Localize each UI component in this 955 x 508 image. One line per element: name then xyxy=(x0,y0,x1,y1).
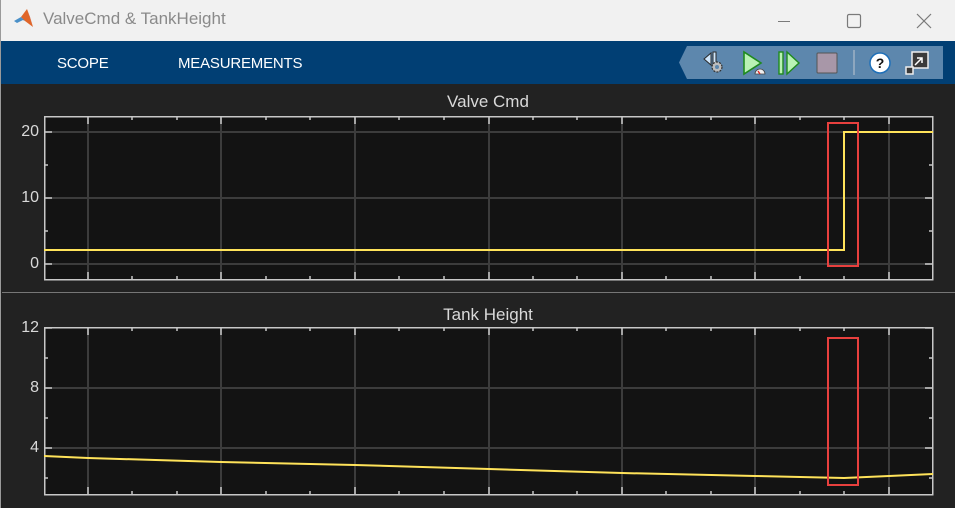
ytick-label: 20 xyxy=(21,123,39,140)
quick-access-toolbar: ? xyxy=(679,46,943,79)
toolbar-separator xyxy=(853,50,855,75)
ytick-label: 0 xyxy=(30,255,39,272)
step-back-button[interactable] xyxy=(697,46,731,79)
maximize-button[interactable] xyxy=(831,0,877,41)
run-button[interactable] xyxy=(736,46,770,79)
stop-button[interactable] xyxy=(810,46,844,79)
undock-icon xyxy=(905,50,929,75)
highlight-box xyxy=(827,122,859,267)
run-with-pacing-icon xyxy=(743,50,766,75)
matlab-logo-icon xyxy=(14,9,33,27)
stop-icon xyxy=(816,52,838,73)
step-forward-button[interactable] xyxy=(772,46,806,79)
minimize-icon xyxy=(778,20,790,22)
svg-text:?: ? xyxy=(876,55,885,71)
tab-scope[interactable]: SCOPE xyxy=(57,55,109,72)
plot-valve-cmd[interactable] xyxy=(44,116,935,282)
ytick-label: 8 xyxy=(30,379,39,396)
tab-measurements[interactable]: MEASUREMENTS xyxy=(178,55,303,72)
step-forward-icon xyxy=(778,49,801,76)
maximize-icon xyxy=(846,13,862,28)
help-button[interactable]: ? xyxy=(863,46,897,79)
title-bar[interactable]: ValveCmd & TankHeight xyxy=(1,0,955,41)
plot-divider xyxy=(2,292,955,293)
highlight-box xyxy=(827,337,859,486)
help-icon: ? xyxy=(869,51,891,74)
close-button[interactable] xyxy=(901,0,947,41)
ytick-label: 12 xyxy=(21,319,39,336)
plot-title-tank-height: Tank Height xyxy=(443,305,533,324)
step-back-gear-icon xyxy=(703,51,723,73)
valve-cmd-trace xyxy=(44,131,933,251)
close-icon xyxy=(916,13,932,28)
ytick-label: 4 xyxy=(30,439,39,456)
ytick-label: 10 xyxy=(21,189,39,206)
undock-button[interactable] xyxy=(900,46,934,79)
plot-title-valve-cmd: Valve Cmd xyxy=(447,92,529,111)
window-title: ValveCmd & TankHeight xyxy=(43,9,226,28)
tank-height-trace xyxy=(44,455,934,480)
minimize-button[interactable] xyxy=(761,0,807,41)
plot-tank-height[interactable] xyxy=(44,327,935,497)
